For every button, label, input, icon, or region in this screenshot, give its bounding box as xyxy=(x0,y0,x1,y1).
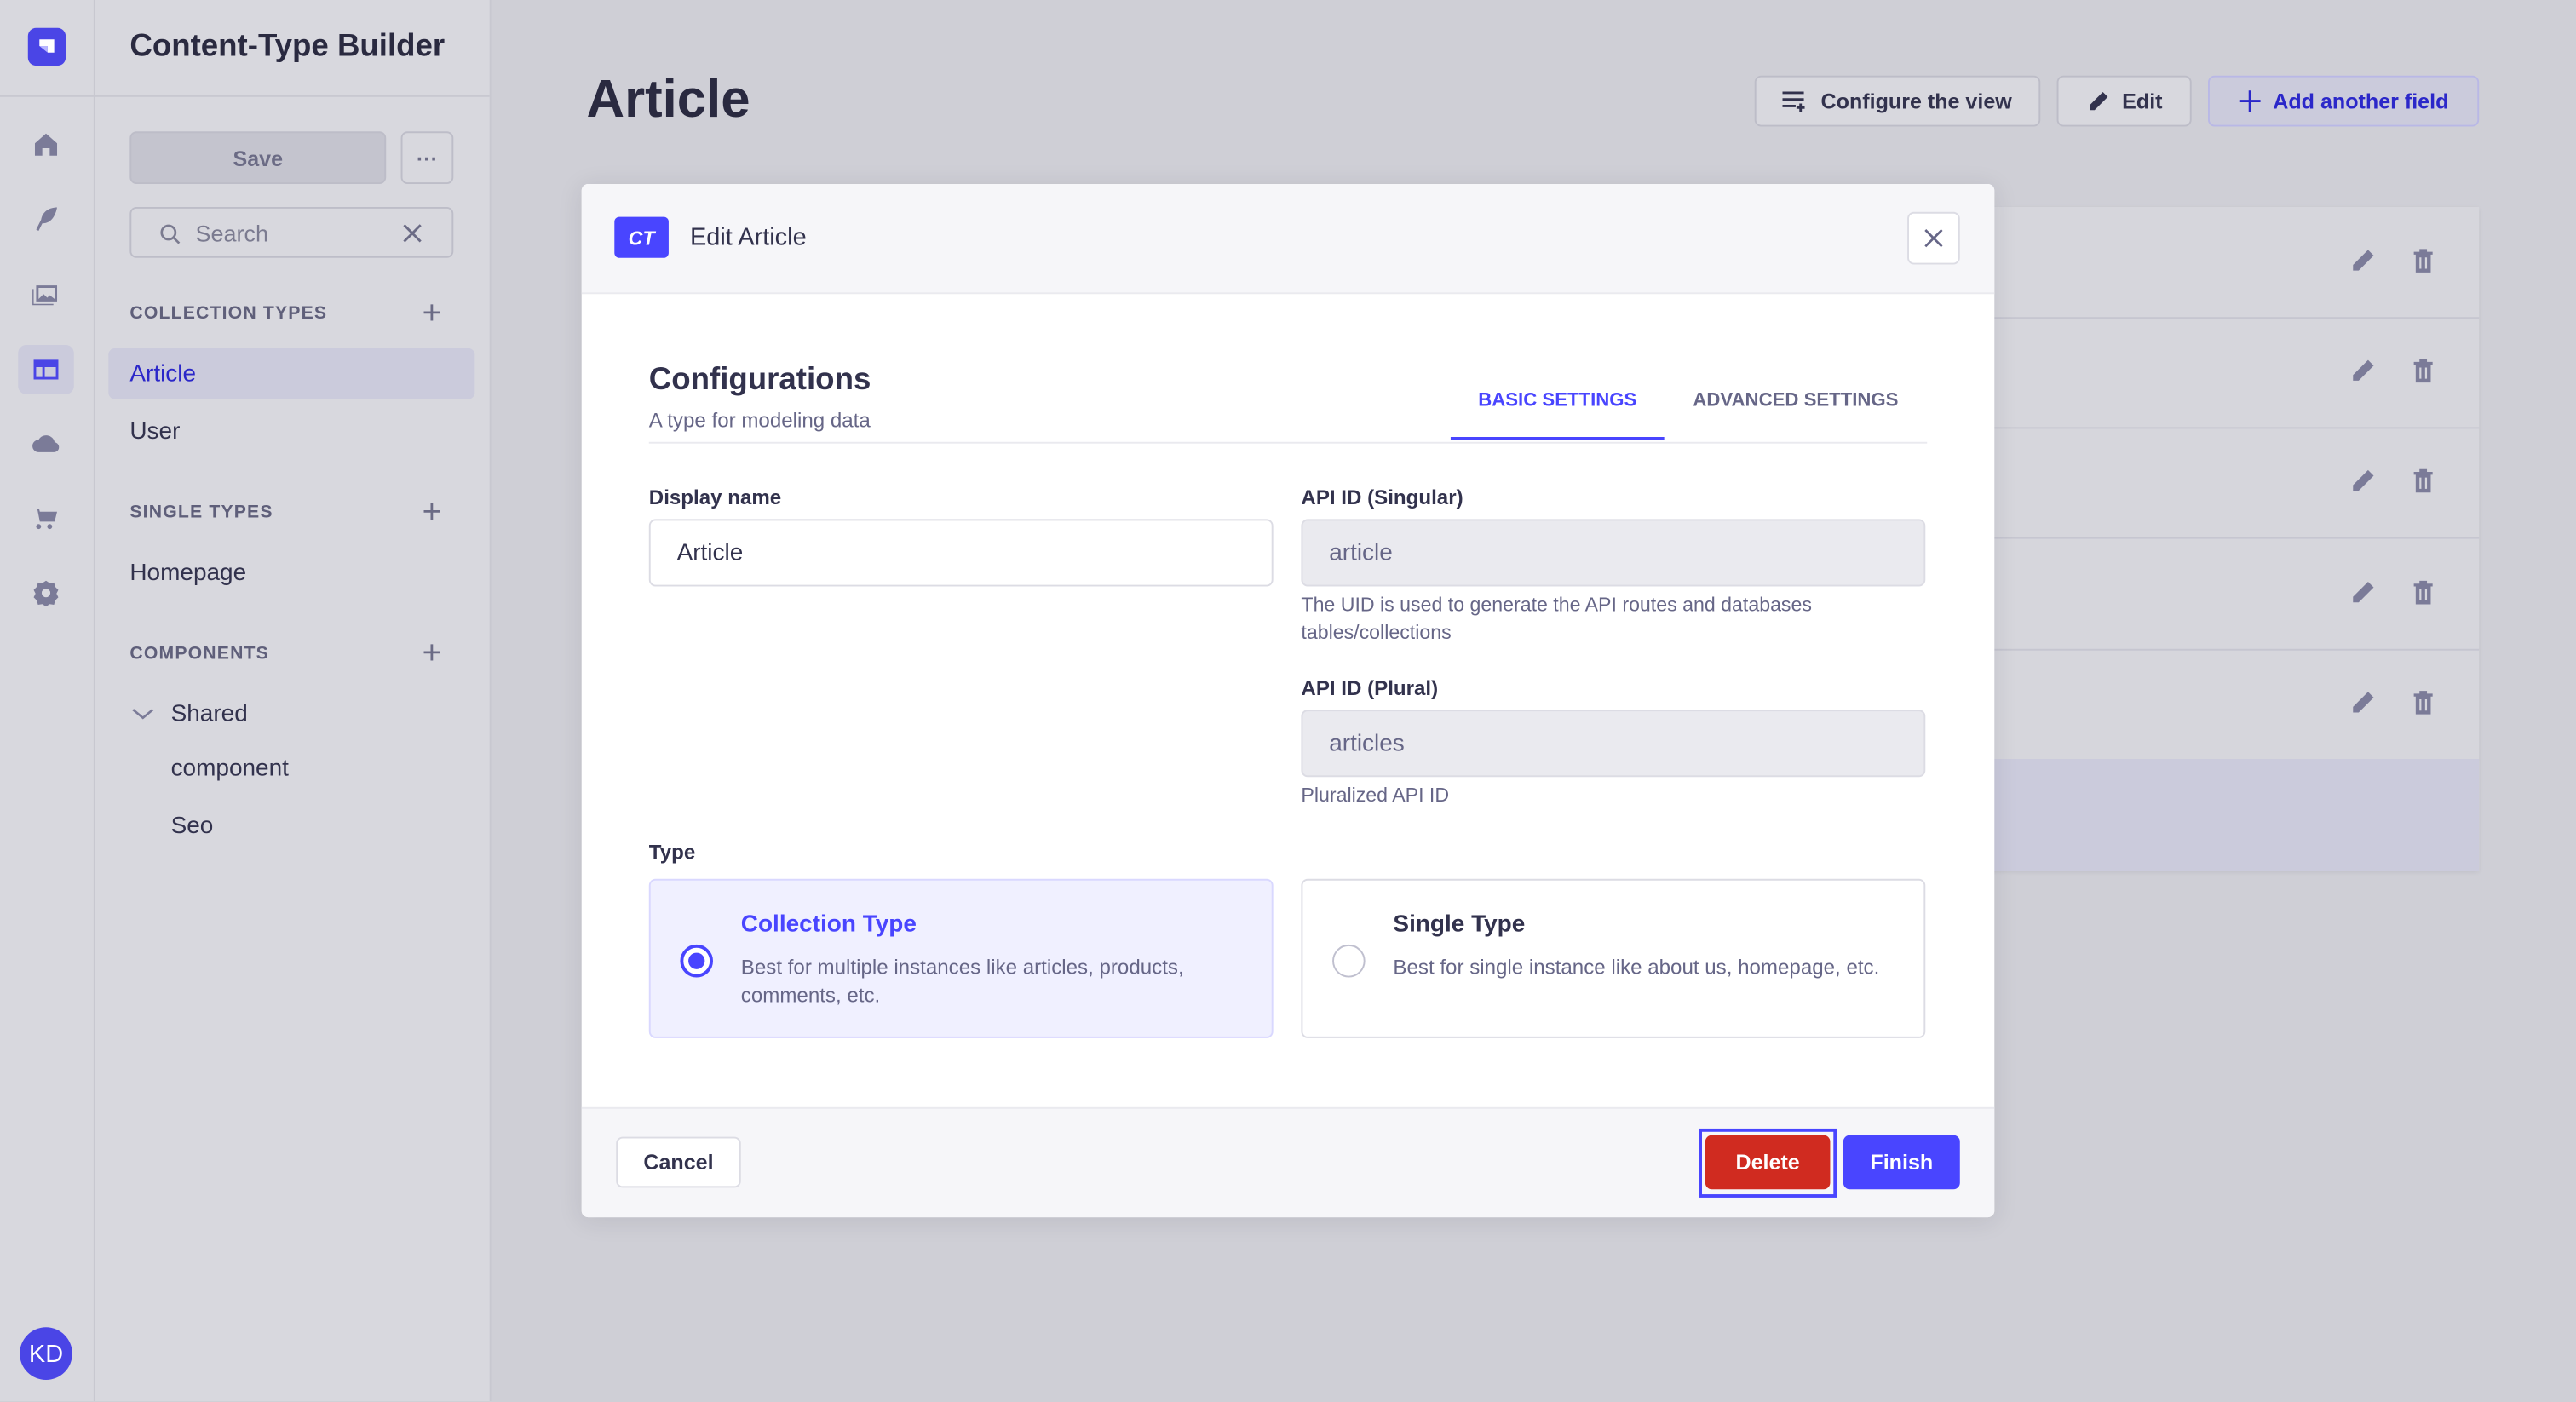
list-settings-icon xyxy=(1783,91,1806,112)
finish-button[interactable]: Finish xyxy=(1843,1135,1960,1190)
edit-field-icon[interactable] xyxy=(2349,248,2376,274)
display-name-label: Display name xyxy=(648,486,782,509)
main-nav-rail: KD xyxy=(0,0,95,1402)
api-id-plural-label: API ID (Plural) xyxy=(1301,676,1439,700)
avatar[interactable]: KD xyxy=(20,1327,72,1380)
active-tab-indicator xyxy=(1450,436,1665,440)
pencil-icon xyxy=(2089,91,2107,110)
single-types-heading: SINGLE TYPES xyxy=(129,503,273,523)
sidebar-item-article[interactable] xyxy=(108,348,475,399)
edit-field-icon[interactable] xyxy=(2349,690,2376,716)
delete-field-icon[interactable] xyxy=(2410,358,2436,384)
option-description: Best for single instance like about us, … xyxy=(1393,956,1880,980)
add-component-icon[interactable]: + xyxy=(422,635,442,672)
edit-content-type-modal: CT Edit Article Configurations A type fo… xyxy=(581,183,1995,1218)
single-type-radio[interactable] xyxy=(1332,944,1366,978)
option-title: Collection Type xyxy=(740,911,917,939)
table-row xyxy=(1971,539,2480,651)
edit-button[interactable]: Edit xyxy=(2056,75,2192,127)
home-icon[interactable] xyxy=(26,125,66,164)
search-input[interactable]: Search xyxy=(129,206,454,258)
settings-icon[interactable] xyxy=(26,573,66,612)
option-description: Best for multiple instances like article… xyxy=(740,956,1184,1008)
section-subtitle: A type for modeling data xyxy=(648,409,871,433)
add-single-type-icon[interactable]: + xyxy=(422,494,442,531)
delete-field-icon[interactable] xyxy=(2410,580,2436,606)
content-type-badge: CT xyxy=(614,216,669,258)
search-icon xyxy=(160,224,181,244)
edit-field-icon[interactable] xyxy=(2349,358,2376,384)
clear-search-icon[interactable] xyxy=(402,223,422,243)
more-options-button[interactable]: ··· xyxy=(400,131,454,184)
sidebar-item-user[interactable]: User xyxy=(129,418,181,445)
table-row xyxy=(1971,649,2480,761)
sidebar-title: Content-Type Builder xyxy=(129,29,446,65)
collection-type-option[interactable]: Collection Type Best for multiple instan… xyxy=(648,878,1274,1038)
sidebar-item-seo[interactable]: Seo xyxy=(170,813,214,840)
close-button[interactable] xyxy=(1907,211,1960,265)
sidebar-item-label[interactable]: Article xyxy=(129,361,197,388)
table-row xyxy=(1971,207,2480,319)
sidebar-item-homepage[interactable]: Homepage xyxy=(129,560,247,587)
modal-title: Edit Article xyxy=(689,223,807,252)
page-title: Article xyxy=(586,68,750,129)
add-collection-type-icon[interactable]: + xyxy=(422,296,442,332)
sidebar-item-component[interactable]: component xyxy=(170,756,289,782)
close-icon xyxy=(1924,229,1943,248)
strapi-logo[interactable] xyxy=(27,27,66,66)
api-id-singular-label: API ID (Singular) xyxy=(1301,486,1463,509)
media-library-icon[interactable] xyxy=(26,274,66,313)
cart-icon[interactable] xyxy=(26,499,66,538)
divider xyxy=(648,441,1928,444)
divider xyxy=(0,95,490,97)
api-id-singular-help: The UID is used to generate the API rout… xyxy=(1301,593,1812,644)
delete-button[interactable]: Delete xyxy=(1705,1135,1831,1190)
option-title: Single Type xyxy=(1393,911,1526,939)
collection-types-heading: COLLECTION TYPES xyxy=(129,303,328,324)
plus-icon xyxy=(2238,90,2260,112)
fields-list xyxy=(1971,206,2480,871)
delete-field-icon[interactable] xyxy=(2410,468,2436,495)
add-another-field-button[interactable]: Add another field xyxy=(2207,75,2480,127)
edit-field-icon[interactable] xyxy=(2349,580,2376,606)
type-label: Type xyxy=(648,841,696,865)
table-row xyxy=(1971,317,2480,429)
single-type-option[interactable]: Single Type Best for single instance lik… xyxy=(1301,878,1926,1038)
api-id-plural-input[interactable]: articles xyxy=(1301,710,1926,778)
cloud-icon[interactable] xyxy=(26,424,66,463)
tab-basic-settings[interactable]: BASIC SETTINGS xyxy=(1478,390,1637,411)
collection-type-radio[interactable] xyxy=(680,944,713,978)
table-row xyxy=(1971,427,2480,539)
save-button[interactable]: Save xyxy=(129,131,387,184)
content-type-builder-icon[interactable] xyxy=(18,344,74,394)
api-id-plural-help: Pluralized API ID xyxy=(1301,783,1450,807)
chevron-down-icon[interactable] xyxy=(131,708,154,721)
modal-header xyxy=(581,183,1995,295)
focus-outline xyxy=(1699,1128,1837,1198)
components-heading: COMPONENTS xyxy=(129,643,269,664)
tab-advanced-settings[interactable]: ADVANCED SETTINGS xyxy=(1693,390,1899,411)
add-field-row[interactable] xyxy=(1971,758,2480,871)
section-title: Configurations xyxy=(648,363,871,398)
display-name-input[interactable]: Article xyxy=(648,519,1274,587)
sidebar-group-shared[interactable]: Shared xyxy=(170,701,248,728)
cancel-button[interactable]: Cancel xyxy=(616,1136,741,1188)
feather-icon[interactable] xyxy=(26,198,66,238)
configure-view-button[interactable]: Configure the view xyxy=(1754,75,2041,127)
api-id-singular-input[interactable]: article xyxy=(1301,519,1926,587)
edit-field-icon[interactable] xyxy=(2349,468,2376,495)
delete-field-icon[interactable] xyxy=(2410,248,2436,274)
delete-field-icon[interactable] xyxy=(2410,690,2436,716)
